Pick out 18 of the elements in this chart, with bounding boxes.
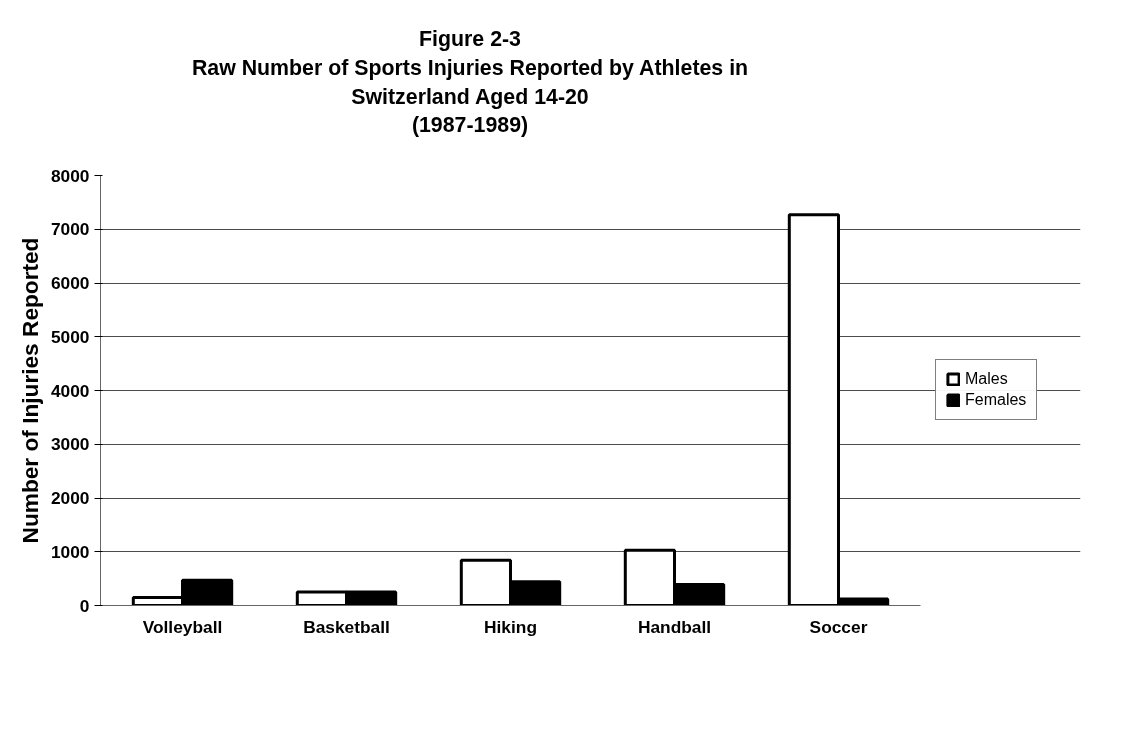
legend-label: Males [965,370,1008,389]
x-tick-label: Hiking [484,616,537,637]
x-tick-label: Handball [637,616,712,637]
y-tick-label: 2000 [50,488,90,509]
x-tick-label: Basketball [303,616,390,637]
y-tick-label: 0 [79,595,90,616]
y-axis-title: Number of Injuries Reported [16,237,43,544]
y-tick-label: 3000 [50,434,90,455]
y-tick-label: 5000 [50,326,90,347]
y-tick-label: 1000 [50,541,90,562]
x-tick-label: Volleyball [142,616,223,637]
chart-title: Figure 2-3 Raw Number of Sports Injuries Reported by Athletes in Switzerland Aged 14-20 (1987-1989) [191,26,749,140]
x-tick-label: Soccer [809,616,868,637]
y-tick-label: 4000 [50,380,90,401]
y-tick-label: 8000 [50,165,90,186]
legend-label: Females [965,391,1027,410]
y-tick-label: 6000 [50,273,90,294]
y-tick-label: 7000 [50,219,90,240]
